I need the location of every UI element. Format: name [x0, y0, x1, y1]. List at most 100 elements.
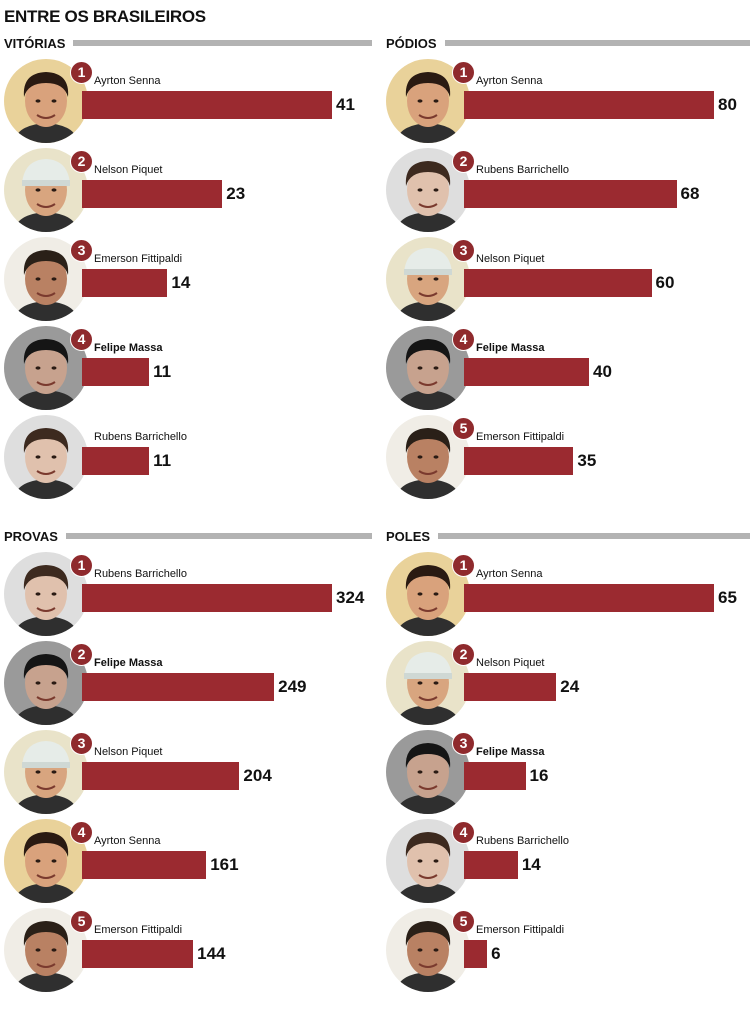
driver-name: Felipe Massa: [476, 342, 545, 354]
bar: [464, 673, 557, 701]
driver-name: Nelson Piquet: [94, 164, 163, 176]
section-title: PROVAS: [4, 528, 58, 544]
rank-badge: 3: [70, 239, 93, 262]
value-label: 60: [655, 273, 675, 292]
bar: [82, 358, 150, 386]
driver-name: Ayrton Senna: [94, 835, 161, 847]
driver-row: 144 Emerson Fittipaldi 5: [4, 908, 372, 996]
rank-badge: 1: [452, 61, 475, 84]
section-rule: [73, 40, 372, 46]
value-label: 23: [226, 184, 246, 203]
driver-row: 16 Felipe Massa 3: [386, 730, 750, 818]
bar: [464, 940, 488, 968]
section-header: POLES: [386, 528, 750, 544]
driver-row: 68 Rubens Barrichello 2: [386, 148, 750, 236]
rank-badge: 2: [70, 643, 93, 666]
section-header: PROVAS: [4, 528, 372, 544]
value-label: 40: [593, 362, 612, 381]
bar: [464, 762, 526, 790]
bar: [464, 851, 518, 879]
rank-badge: 4: [70, 328, 93, 351]
value-label: 11: [153, 451, 172, 470]
value-label: 14: [521, 855, 541, 874]
driver-name: Rubens Barrichello: [94, 431, 187, 443]
bar: [82, 180, 223, 208]
driver-row: 14 Rubens Barrichello 4: [386, 819, 750, 907]
rank-badge: 2: [70, 150, 93, 173]
bar: [82, 762, 240, 790]
value-label: 80: [718, 95, 737, 114]
driver-row: 40 Felipe Massa 4: [386, 326, 750, 414]
driver-photo-nelson-piquet: [386, 237, 470, 321]
value-label: 65: [718, 588, 737, 607]
section-header: PÓDIOS: [386, 35, 750, 51]
driver-name: Felipe Massa: [94, 342, 163, 354]
driver-row: 324 Rubens Barrichello 1: [4, 552, 372, 640]
bar: [82, 940, 194, 968]
rank-badge: 4: [452, 328, 475, 351]
driver-name: Nelson Piquet: [476, 253, 545, 265]
bar: [464, 584, 714, 612]
driver-name: Felipe Massa: [94, 657, 163, 669]
section-rule: [65, 533, 372, 539]
driver-row: 23 Nelson Piquet 2: [4, 148, 372, 236]
value-label: 11: [153, 362, 172, 381]
section-provas: PROVAS 324 Rubens Barrichello 1 249 Felipe M…: [4, 528, 372, 1018]
rank-badge: 2: [452, 643, 475, 666]
driver-row: 14 Emerson Fittipaldi 3: [4, 237, 372, 325]
driver-name: Ayrton Senna: [476, 75, 543, 87]
driver-photo-emerson-fittipaldi: [386, 908, 470, 992]
driver-photo-nelson-piquet: [386, 641, 470, 725]
driver-photo-rubens-barrichello: [4, 415, 88, 499]
driver-row: 24 Nelson Piquet 2: [386, 641, 750, 729]
driver-photo-nelson-piquet: [4, 730, 88, 814]
value-label: 24: [560, 677, 580, 696]
value-label: 144: [197, 944, 226, 963]
driver-name: Felipe Massa: [476, 746, 545, 758]
bar: [82, 584, 332, 612]
section-title: POLES: [386, 528, 431, 544]
value-label: 204: [243, 766, 272, 785]
rank-badge: 3: [452, 239, 475, 262]
value-label: 41: [336, 95, 355, 114]
bar: [464, 447, 574, 475]
value-label: 35: [577, 451, 597, 470]
value-label: 68: [680, 184, 700, 203]
driver-row: 65 Ayrton Senna 1: [386, 552, 750, 640]
driver-name: Ayrton Senna: [476, 568, 543, 580]
rank-badge: 4: [452, 821, 475, 844]
value-label: 161: [210, 855, 239, 874]
section-poles: POLES 65 Ayrton Senna 1 24 Nelson Piquet 2 16 F…: [386, 528, 750, 1018]
driver-row: 60 Nelson Piquet 3: [386, 237, 750, 325]
driver-row: 161 Ayrton Senna 4: [4, 819, 372, 907]
driver-name: Rubens Barrichello: [94, 568, 187, 580]
bar: [82, 851, 207, 879]
driver-photo-felipe-massa: [386, 730, 470, 814]
bar: [464, 358, 589, 386]
driver-name: Emerson Fittipaldi: [476, 924, 565, 936]
rank-badge: 4: [70, 821, 93, 844]
driver-photo-ayrton-senna: [386, 552, 470, 636]
driver-name: Nelson Piquet: [476, 657, 545, 669]
driver-name: Rubens Barrichello: [476, 835, 569, 847]
driver-row: 6 Emerson Fittipaldi 5: [386, 908, 750, 996]
bar: [82, 673, 275, 701]
value-label: 6: [491, 944, 501, 963]
bar: [82, 91, 332, 119]
main-title: ENTRE OS BRASILEIROS: [4, 7, 206, 26]
section-title: VITÓRIAS: [4, 35, 66, 51]
section-podios: PÓDIOS 80 Ayrton Senna 1 68 Rubens Barrichel…: [386, 35, 750, 525]
driver-row: 41 Ayrton Senna 1: [4, 59, 372, 147]
rank-badge: 5: [452, 417, 475, 440]
bar: [82, 269, 168, 297]
driver-name: Ayrton Senna: [94, 75, 161, 87]
driver-row: 11 Felipe Massa 4: [4, 326, 372, 414]
driver-name: Rubens Barrichello: [476, 164, 569, 176]
driver-row: 11 Rubens Barrichello: [4, 415, 372, 503]
driver-name: Emerson Fittipaldi: [94, 924, 183, 936]
rank-badge: 3: [452, 732, 475, 755]
section-vitorias: VITÓRIAS 41 Ayrton Senna 1 23 Nelson Piquet 2…: [4, 35, 372, 525]
section-rule: [444, 40, 750, 46]
value-label: 249: [278, 677, 307, 696]
